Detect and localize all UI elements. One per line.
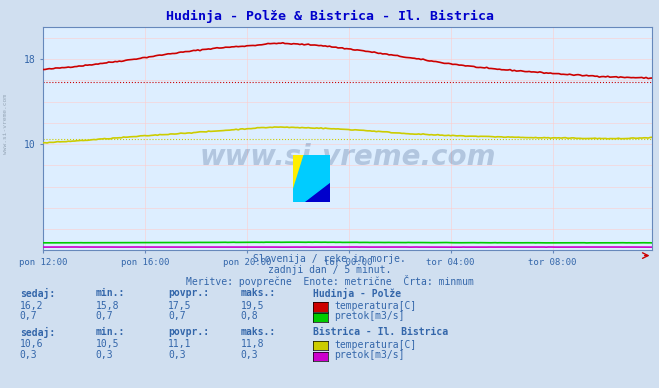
Text: 0,7: 0,7	[96, 311, 113, 321]
Text: 0,8: 0,8	[241, 311, 258, 321]
Text: pretok[m3/s]: pretok[m3/s]	[334, 311, 405, 321]
Text: povpr.:: povpr.:	[168, 288, 209, 298]
Text: sedaj:: sedaj:	[20, 288, 55, 299]
Text: Slovenija / reke in morje.: Slovenija / reke in morje.	[253, 254, 406, 264]
Text: Meritve: povprečne  Enote: metrične  Črta: minmum: Meritve: povprečne Enote: metrične Črta:…	[186, 275, 473, 287]
Text: 0,7: 0,7	[168, 311, 186, 321]
Text: temperatura[C]: temperatura[C]	[334, 301, 416, 311]
Text: 10,6: 10,6	[20, 340, 43, 350]
Text: sedaj:: sedaj:	[20, 327, 55, 338]
Text: pretok[m3/s]: pretok[m3/s]	[334, 350, 405, 360]
Text: 15,8: 15,8	[96, 301, 119, 311]
Polygon shape	[308, 155, 330, 178]
Text: 0,7: 0,7	[20, 311, 38, 321]
Text: 0,3: 0,3	[20, 350, 38, 360]
Text: 0,3: 0,3	[241, 350, 258, 360]
Text: 0,3: 0,3	[168, 350, 186, 360]
Text: min.:: min.:	[96, 288, 125, 298]
Text: zadnji dan / 5 minut.: zadnji dan / 5 minut.	[268, 265, 391, 275]
Text: 19,5: 19,5	[241, 301, 264, 311]
Text: Bistrica - Il. Bistrica: Bistrica - Il. Bistrica	[313, 327, 448, 337]
Text: 11,1: 11,1	[168, 340, 192, 350]
Polygon shape	[293, 182, 330, 202]
Polygon shape	[293, 155, 330, 202]
Text: 17,5: 17,5	[168, 301, 192, 311]
Text: www.si-vreme.com: www.si-vreme.com	[200, 142, 496, 171]
Text: temperatura[C]: temperatura[C]	[334, 340, 416, 350]
Bar	[293, 155, 312, 202]
Text: povpr.:: povpr.:	[168, 327, 209, 337]
Text: Hudinja - Polže & Bistrica - Il. Bistrica: Hudinja - Polže & Bistrica - Il. Bistric…	[165, 10, 494, 23]
Text: 11,8: 11,8	[241, 340, 264, 350]
Text: maks.:: maks.:	[241, 327, 275, 337]
Text: maks.:: maks.:	[241, 288, 275, 298]
Text: Hudinja - Polže: Hudinja - Polže	[313, 288, 401, 299]
Bar	[312, 155, 330, 202]
Text: min.:: min.:	[96, 327, 125, 337]
Text: 16,2: 16,2	[20, 301, 43, 311]
Text: 10,5: 10,5	[96, 340, 119, 350]
Text: 0,3: 0,3	[96, 350, 113, 360]
Text: www.si-vreme.com: www.si-vreme.com	[3, 94, 8, 154]
